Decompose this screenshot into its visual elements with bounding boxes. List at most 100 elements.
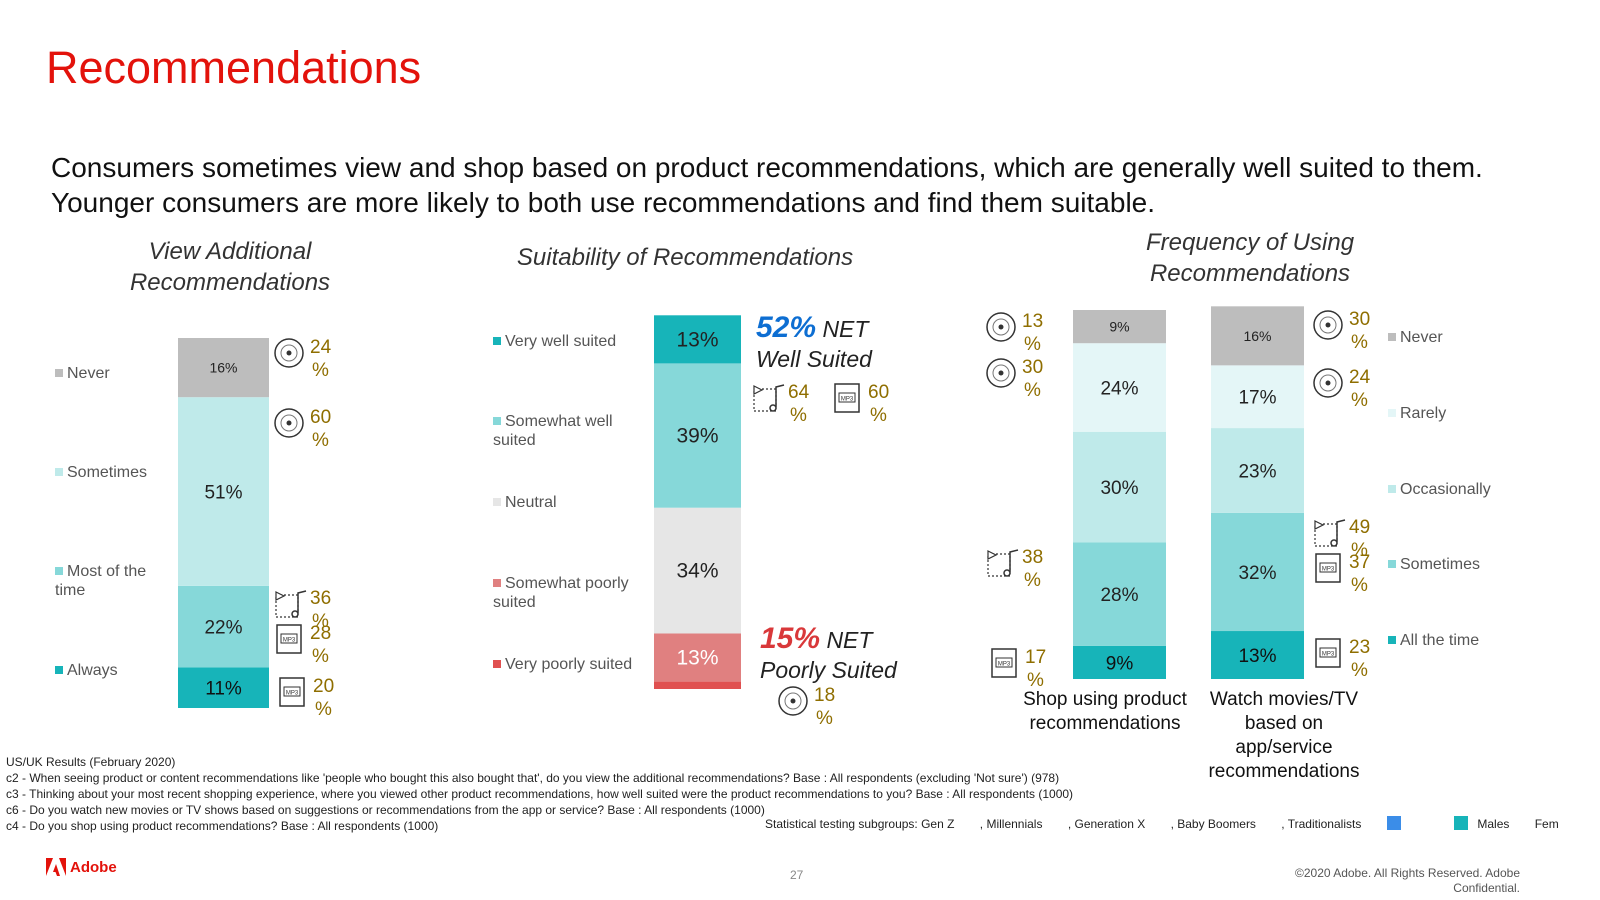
freq-shop-bar-never	[1073, 310, 1166, 344]
freq-shop-value-label-occasionally: 30%	[1100, 478, 1138, 499]
freq-annotation-1: 30%	[1022, 357, 1043, 401]
vinyl-record-icon	[274, 338, 304, 368]
freq-watch-bar-never	[1211, 306, 1304, 366]
legend-always: Always	[55, 661, 118, 680]
legend-freq-occasionally: Occasionally	[1388, 480, 1491, 499]
freq-watch-value-label-rarely: 17%	[1238, 388, 1276, 409]
freq-watch-bar-sometimes	[1211, 512, 1304, 632]
footnote-c6: c6 - Do you watch new movies or TV shows…	[6, 803, 765, 817]
vinyl-record-icon	[274, 408, 304, 438]
males-swatch-icon	[1386, 816, 1401, 830]
suit-annotation-2: 18%	[814, 685, 835, 729]
freq-shop-bar-sometimes	[1073, 542, 1166, 646]
freq-shop-bar-all-the-time	[1073, 645, 1166, 679]
subgroup-traditionalists: , Traditionalists	[1281, 817, 1362, 831]
freq-watch-value-label-never: 16%	[1243, 328, 1271, 344]
freq-watch-value-label-occasionally: 23%	[1238, 462, 1276, 483]
legend-freq-all-the-time: All the time	[1388, 631, 1479, 650]
suit-annotation-1: 60%	[868, 382, 889, 426]
freq-shop-value-label-sometimes: 28%	[1100, 585, 1138, 606]
subgroup-genx: , Generation X	[1067, 817, 1146, 831]
category-label-shop: Shop using product recommendations	[1023, 689, 1187, 734]
suit-value-label-neutral: 34%	[676, 560, 718, 583]
page-number: 27	[790, 868, 804, 882]
view-value-label-sometimes: 51%	[204, 483, 242, 504]
svg-text:MP3: MP3	[286, 691, 299, 697]
legend-freq-rarely: Rarely	[1388, 404, 1446, 423]
cassette-icon	[1314, 519, 1346, 547]
freq-shop-value-label-rarely: 24%	[1100, 378, 1138, 399]
freq-watch-bar-rarely	[1211, 365, 1304, 429]
legend-somewhat-well-suited: Somewhat well suited	[493, 413, 613, 449]
freq-annotation-3: 17%	[1025, 647, 1046, 691]
legend-most-of-the-time: Most of the time	[55, 563, 147, 599]
footnotes: US/UK Results (February 2020) c2 - When …	[6, 754, 1073, 834]
view-value-label-most-of-the-time: 22%	[204, 618, 242, 639]
footnote-c4: c4 - Do you shop using product recommend…	[6, 819, 439, 833]
view-annotation-1: 60%	[310, 407, 331, 451]
adobe-logo-icon	[46, 858, 66, 876]
svg-text:MP3: MP3	[1322, 567, 1335, 573]
legend-sometimes: Sometimes	[55, 463, 147, 482]
freq-shop-bar-occasionally	[1073, 431, 1166, 543]
net-well-suited: 52% NET Well Suited	[756, 311, 872, 373]
svg-text:MP3: MP3	[1322, 652, 1335, 658]
freq-watch-value-label-all-the-time: 13%	[1238, 646, 1276, 667]
mp3-player-icon: MP3	[276, 624, 302, 654]
suit-bar-somewhat-poorly-suited	[654, 633, 741, 682]
legend-somewhat-poorly-suited: Somewhat poorly suited	[493, 575, 629, 611]
suit-bar-somewhat-well-suited	[654, 363, 741, 508]
footnote-c2: c2 - When seeing product or content reco…	[6, 771, 1060, 785]
subgroup-males: Males	[1477, 817, 1510, 831]
subgroup-millennials: , Millennials	[979, 817, 1043, 831]
cassette-icon	[275, 590, 307, 618]
view-annotation-4: 20%	[313, 676, 334, 720]
svg-text:MP3: MP3	[841, 397, 854, 403]
view-value-label-never: 16%	[209, 360, 237, 376]
freq-shop-value-label-all-the-time: 9%	[1106, 653, 1134, 674]
cassette-icon	[987, 549, 1019, 577]
suit-value-label-somewhat-poorly-suited: 13%	[676, 647, 718, 670]
freq-annotation-2: 38%	[1022, 547, 1043, 591]
net-poorly-suited: 15% NET Poorly Suited	[760, 622, 897, 684]
subgroup-boomers: , Baby Boomers	[1170, 817, 1256, 831]
mp3-player-icon: MP3	[1315, 638, 1341, 668]
freq-annotation-8: 23%	[1349, 637, 1370, 681]
footnote-results: US/UK Results (February 2020)	[6, 755, 176, 769]
legend-freq-never: Never	[1388, 328, 1443, 347]
vinyl-record-icon	[986, 358, 1016, 388]
mp3-player-icon: MP3	[1315, 553, 1341, 583]
svg-text:MP3: MP3	[998, 662, 1011, 668]
legend-very-poorly-suited: Very poorly suited	[493, 655, 632, 674]
subgroups-legend: Statistical testing subgroups: Gen Z , M…	[765, 816, 1581, 831]
freq-annotation-5: 24%	[1349, 367, 1371, 411]
page-title: Recommendations	[46, 42, 422, 93]
females-swatch-icon	[1454, 816, 1469, 830]
freq-annotation-0: 13%	[1022, 311, 1043, 355]
copyright: ©2020 Adobe. All Rights Reserved. Adobe …	[1295, 866, 1520, 895]
suit-annotation-0: 64%	[788, 382, 810, 426]
mp3-player-icon: MP3	[834, 383, 860, 413]
freq-annotation-4: 30%	[1349, 309, 1370, 353]
legend-never: Never	[55, 364, 110, 383]
adobe-logo: Adobe	[46, 858, 117, 876]
vinyl-record-icon	[1313, 368, 1343, 398]
view-annotation-0: 24%	[310, 337, 332, 381]
svg-text:MP3: MP3	[283, 638, 296, 644]
suit-bar-very-poorly-suited	[654, 681, 741, 689]
vinyl-record-icon	[1313, 310, 1343, 340]
view-annotation-2: 36%	[310, 588, 331, 632]
page-subtitle: Consumers sometimes view and shop based …	[51, 152, 1483, 218]
suit-bar-neutral	[654, 507, 741, 634]
mp3-player-icon: MP3	[991, 648, 1017, 678]
legend-freq-sometimes: Sometimes	[1388, 555, 1480, 574]
suit-value-label-somewhat-well-suited: 39%	[676, 425, 718, 448]
freq-annotation-6: 49%	[1349, 517, 1370, 561]
footnote-c3: c3 - Thinking about your most recent sho…	[6, 787, 1074, 801]
mp3-player-icon: MP3	[279, 677, 305, 707]
view-bar-most-of-the-time	[178, 585, 269, 668]
chart-title-view: View Additional Recommendations	[129, 238, 331, 296]
legend-very-well-suited: Very well suited	[493, 332, 616, 351]
legend-neutral: Neutral	[493, 493, 557, 512]
